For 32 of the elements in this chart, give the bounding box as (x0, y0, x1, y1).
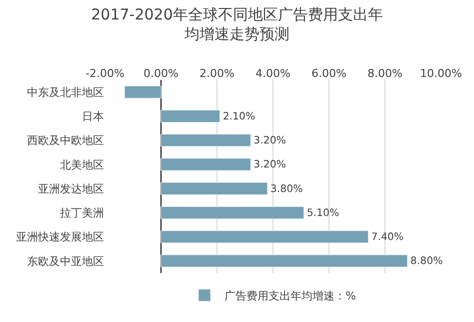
x-tick-label: 6.00% (312, 66, 346, 80)
data-label: 2.10% (222, 111, 256, 122)
chart-title: 2017-2020年全球不同地区广告费用支出年均增速走势预测 (91, 5, 383, 43)
bar (160, 254, 408, 268)
x-tick-label: 4.00% (256, 66, 290, 80)
x-tick-label: 8.00% (368, 66, 402, 80)
bar (124, 86, 162, 98)
y-tick-label: 日本 (82, 110, 104, 124)
y-tick-label: 亚洲发达地区 (38, 182, 104, 196)
x-tick-label: 0.00% (144, 66, 178, 80)
y-tick-label: 亚洲快速发展地区 (16, 230, 104, 244)
data-label: 8.80% (410, 256, 444, 268)
data-label: 7.40% (371, 232, 404, 244)
y-tick-label: 拉丁美洲 (60, 206, 104, 220)
bar (160, 110, 220, 122)
bar (160, 158, 251, 171)
y-tick-label: 东欧及中亚地区 (27, 254, 104, 268)
y-tick-label: 西欧及中欧地区 (27, 134, 104, 148)
data-label: 3.20% (254, 136, 286, 147)
bar (160, 182, 268, 195)
y-tick-label: 北美地区 (60, 158, 104, 172)
x-tick-label: 10.00% (420, 66, 462, 80)
data-label: 3.80% (270, 184, 304, 195)
x-tick-label: -2.00% (86, 66, 124, 80)
bar (160, 134, 251, 147)
data-label: 5.10% (306, 208, 340, 219)
bar (160, 206, 304, 219)
bar (160, 230, 368, 244)
data-label: 3.20% (254, 160, 286, 171)
x-tick-label: 2.00% (200, 66, 234, 80)
y-tick-label: 中东及北非地区 (27, 86, 104, 99)
legend-label: 广告费用支出年均增速：% (224, 290, 356, 303)
